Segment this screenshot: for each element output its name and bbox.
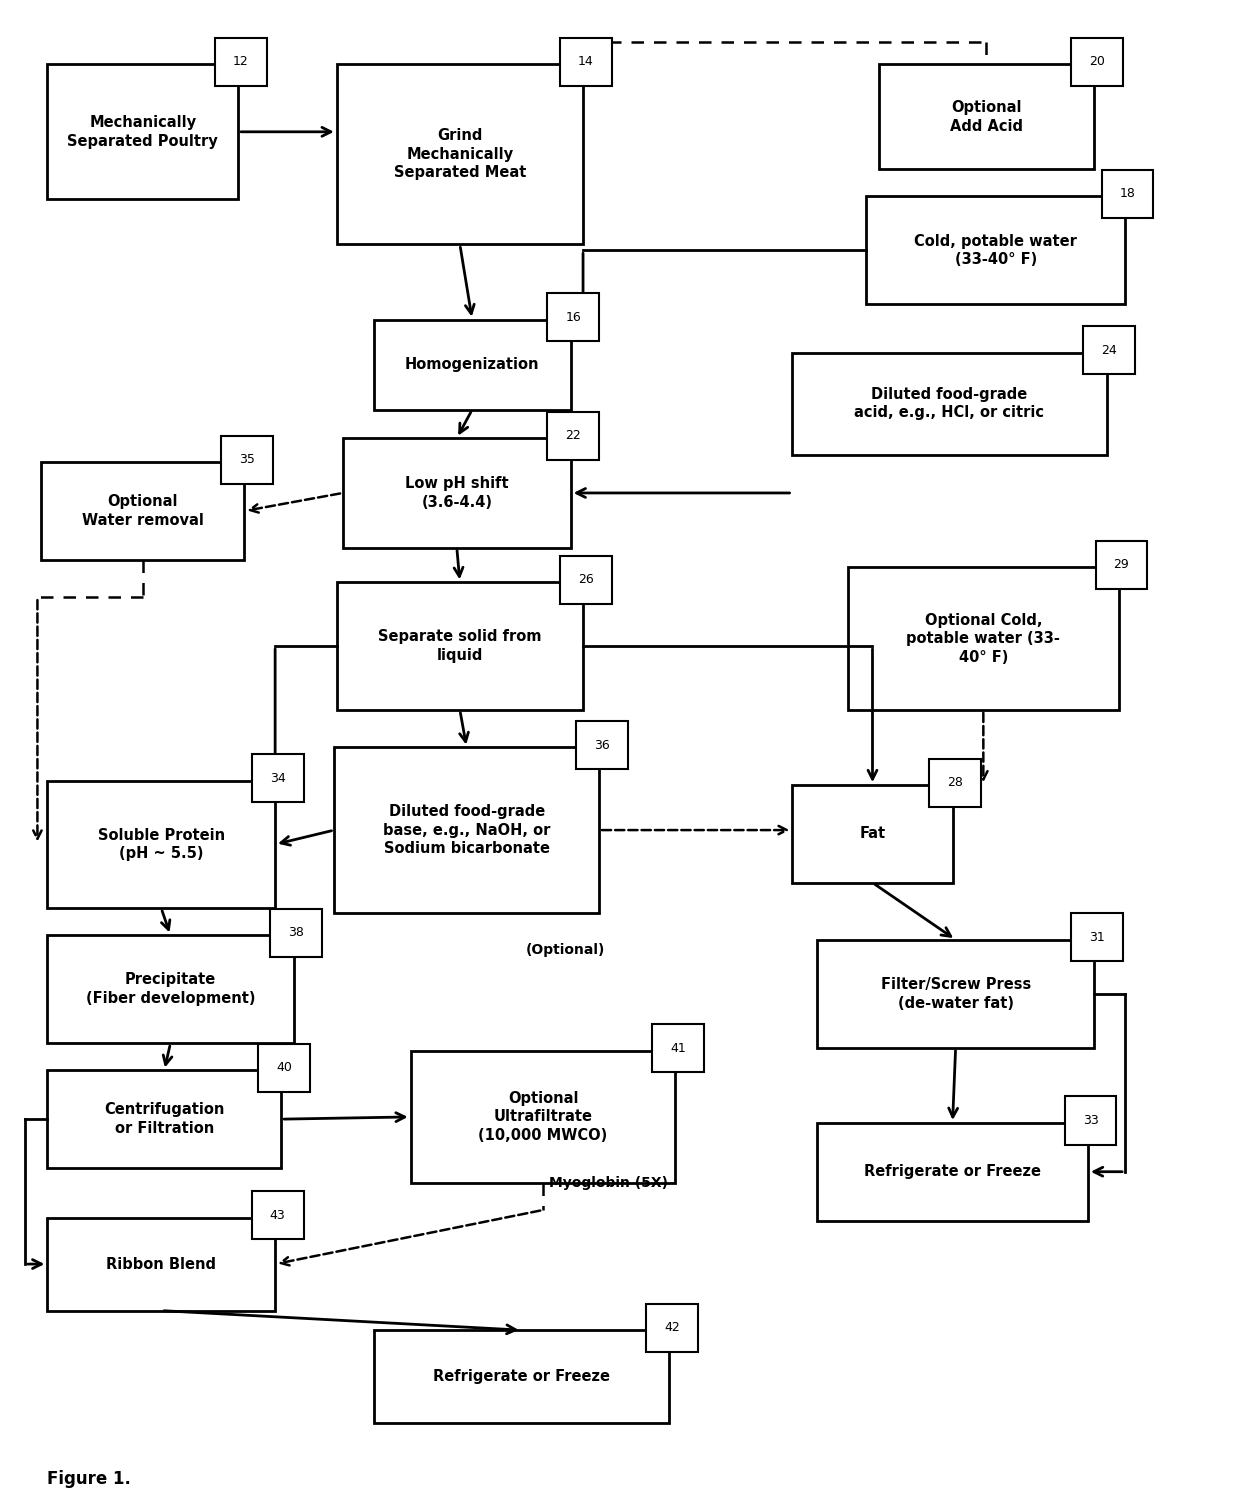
Text: Grind
Mechanically
Separated Meat: Grind Mechanically Separated Meat <box>393 128 526 180</box>
Text: Centrifugation
or Filtration: Centrifugation or Filtration <box>104 1102 224 1136</box>
Text: Ribbon Blend: Ribbon Blend <box>107 1256 216 1271</box>
Text: Filter/Screw Press
(de-water fat): Filter/Screw Press (de-water fat) <box>880 977 1030 1010</box>
Bar <box>929 758 981 806</box>
Bar <box>343 438 570 548</box>
Text: 43: 43 <box>270 1208 285 1222</box>
Text: 20: 20 <box>1089 56 1105 68</box>
Text: 18: 18 <box>1120 187 1136 201</box>
Text: Separate solid from
liquid: Separate solid from liquid <box>378 630 542 663</box>
Text: 28: 28 <box>947 776 963 790</box>
Bar <box>547 412 599 459</box>
Text: 24: 24 <box>1101 344 1117 356</box>
Bar <box>337 65 583 245</box>
Text: Cold, potable water
(33-40° F): Cold, potable water (33-40° F) <box>914 234 1078 267</box>
Bar <box>47 935 294 1043</box>
Text: 41: 41 <box>670 1042 686 1055</box>
Bar <box>1065 1096 1116 1145</box>
Text: 42: 42 <box>663 1321 680 1335</box>
Bar <box>792 352 1106 455</box>
Bar <box>410 1051 676 1182</box>
Text: 14: 14 <box>578 56 594 68</box>
Text: Fat: Fat <box>859 826 885 841</box>
Bar <box>252 753 304 802</box>
Text: 38: 38 <box>288 926 304 939</box>
Bar <box>1096 541 1147 589</box>
Bar <box>547 293 599 341</box>
Text: Optional
Water removal: Optional Water removal <box>82 494 203 528</box>
Bar <box>1084 326 1135 374</box>
Text: 26: 26 <box>578 574 594 586</box>
Text: Low pH shift
(3.6-4.4): Low pH shift (3.6-4.4) <box>405 476 508 510</box>
Bar <box>337 583 583 710</box>
Text: Myoglobin (5X): Myoglobin (5X) <box>549 1176 668 1190</box>
Bar <box>47 1217 275 1311</box>
Text: 36: 36 <box>594 738 610 752</box>
Bar <box>47 65 238 199</box>
Bar <box>270 909 322 957</box>
Text: Diluted food-grade
base, e.g., NaOH, or
Sodium bicarbonate: Diluted food-grade base, e.g., NaOH, or … <box>383 803 551 856</box>
Text: Mechanically
Separated Poultry: Mechanically Separated Poultry <box>67 115 218 148</box>
Text: Optional
Ultrafiltrate
(10,000 MWCO): Optional Ultrafiltrate (10,000 MWCO) <box>479 1090 608 1143</box>
Bar <box>1071 38 1122 86</box>
Text: Precipitate
(Fiber development): Precipitate (Fiber development) <box>86 972 255 1006</box>
Text: 29: 29 <box>1114 559 1130 571</box>
Text: Soluble Protein
(pH ~ 5.5): Soluble Protein (pH ~ 5.5) <box>98 827 224 861</box>
Text: (Optional): (Optional) <box>526 944 605 957</box>
Bar <box>848 568 1118 710</box>
Bar <box>215 38 267 86</box>
Text: Refrigerate or Freeze: Refrigerate or Freeze <box>864 1164 1042 1179</box>
Text: 40: 40 <box>277 1062 291 1075</box>
Bar <box>335 747 599 912</box>
Bar <box>1071 914 1122 962</box>
Bar <box>373 320 570 409</box>
Bar <box>258 1043 310 1092</box>
Bar <box>792 785 952 883</box>
Bar <box>652 1024 704 1072</box>
Bar <box>646 1303 698 1351</box>
Text: 34: 34 <box>270 772 285 785</box>
Bar <box>47 1071 281 1167</box>
Text: Diluted food-grade
acid, e.g., HCl, or citric: Diluted food-grade acid, e.g., HCl, or c… <box>854 387 1044 420</box>
Text: Optional
Add Acid: Optional Add Acid <box>950 100 1023 133</box>
Bar <box>1101 171 1153 217</box>
Bar <box>559 38 611 86</box>
Bar <box>879 65 1094 169</box>
Bar <box>221 436 273 483</box>
Bar <box>252 1191 304 1240</box>
Bar <box>47 781 275 908</box>
Bar <box>817 1123 1087 1220</box>
Bar <box>373 1330 670 1424</box>
Text: 22: 22 <box>565 429 582 442</box>
Text: 12: 12 <box>233 56 249 68</box>
Text: Optional Cold,
potable water (33-
40° F): Optional Cold, potable water (33- 40° F) <box>906 613 1060 664</box>
Bar <box>41 462 244 560</box>
Bar <box>575 722 627 769</box>
Text: 31: 31 <box>1089 930 1105 944</box>
Bar <box>559 556 611 604</box>
Bar <box>867 196 1125 305</box>
Text: Refrigerate or Freeze: Refrigerate or Freeze <box>433 1370 610 1385</box>
Text: Homogenization: Homogenization <box>405 356 539 371</box>
Text: Figure 1.: Figure 1. <box>47 1469 131 1487</box>
Text: 35: 35 <box>239 453 255 467</box>
Text: 16: 16 <box>565 311 582 323</box>
Text: 33: 33 <box>1083 1114 1099 1126</box>
Bar <box>817 939 1094 1048</box>
